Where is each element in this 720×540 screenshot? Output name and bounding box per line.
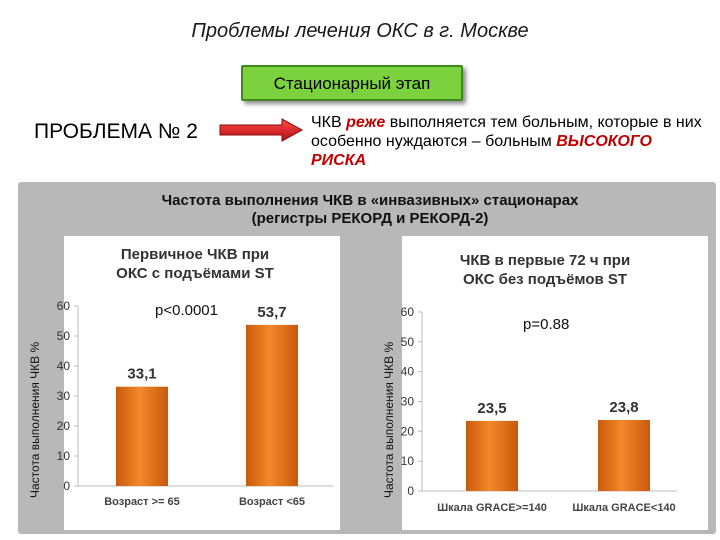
chart-2-y-tick-label: 20 xyxy=(401,424,415,438)
panel-title: Частота выполнения ЧКВ в «инвазивных» ст… xyxy=(60,192,680,228)
chart-2-background xyxy=(402,236,708,530)
chart-1-bar-value-label: 33,1 xyxy=(127,366,156,383)
chart-1-category-label: Возраст <65 xyxy=(239,496,305,508)
chart-1-bar xyxy=(116,386,168,486)
chart-2-bar xyxy=(466,420,518,491)
panel-title-line2: (регистры РЕКОРД и РЕКОРД-2) xyxy=(251,210,489,227)
chart-1-y-tick-label: 50 xyxy=(57,329,71,343)
chart-1-p-value: p<0.0001 xyxy=(155,302,218,319)
chart-2-y-tick-label: 40 xyxy=(401,365,415,379)
desc-text-middle: выполняется тем больным, которые в них о… xyxy=(311,114,702,150)
chart-2-y-tick-label: 0 xyxy=(407,484,414,498)
chart-1-y-tick-label: 0 xyxy=(63,479,70,493)
chart-2-p-value: p=0.88 xyxy=(523,316,570,333)
chart-2-y-tick-label: 50 xyxy=(401,335,415,349)
chart-1-y-tick-label: 40 xyxy=(57,359,71,373)
chart-2-category-label: Шкала GRACE>=140 xyxy=(437,502,547,514)
chart-2-title-line1: ЧКВ в первые 72 ч при xyxy=(459,252,631,269)
desc-emphasis: реже xyxy=(346,114,386,131)
chart-1-bar xyxy=(246,324,298,486)
chart-2-bar-value-label: 23,8 xyxy=(609,399,638,416)
stage-badge: Стационарный этап xyxy=(241,65,463,101)
desc-high-risk: ВЫСОКОГО РИСКА xyxy=(311,133,652,169)
chart-2-y-tick-label: 30 xyxy=(401,395,415,409)
chart-1-title: Первичное ЧКВ при ОКС с подъёмами ST xyxy=(100,245,290,283)
desc-text-start: ЧКВ xyxy=(311,114,347,131)
chart-2-bar-value-label: 23,5 xyxy=(477,400,506,417)
chart-1-y-tick-label: 60 xyxy=(57,299,71,313)
chart-1-y-tick-label: 30 xyxy=(57,389,71,403)
chart-1-y-tick-label: 10 xyxy=(57,449,71,463)
chart-2-title: ЧКВ в первые 72 ч при ОКС без подъёмов S… xyxy=(440,251,650,289)
chart-2-y-tick-label: 60 xyxy=(401,305,415,319)
chart-1-title-line2: ОКС с подъёмами ST xyxy=(116,265,274,282)
chart-1-title-line1: Первичное ЧКВ при xyxy=(120,246,270,263)
right-arrow-icon xyxy=(219,118,304,142)
chart-2-category-label: Шкала GRACE<140 xyxy=(572,502,675,514)
chart-1-bar-value-label: 53,7 xyxy=(257,304,286,321)
chart-1-category-label: Возраст >= 65 xyxy=(104,496,180,508)
problem-description: ЧКВ реже выполняется тем больным, которы… xyxy=(311,113,711,170)
chart-2-bar xyxy=(598,419,650,491)
chart-1-y-tick-label: 20 xyxy=(57,419,71,433)
chart-2-title-line2: ОКС без подъёмов ST xyxy=(462,271,628,288)
chart-2-y-tick-label: 10 xyxy=(401,454,415,468)
slide-title: Проблемы лечения ОКС в г. Москве xyxy=(191,20,529,42)
problem-label: ПРОБЛЕМА № 2 xyxy=(34,120,198,143)
panel-title-line1: Частота выполнения ЧКВ в «инвазивных» ст… xyxy=(161,192,579,209)
